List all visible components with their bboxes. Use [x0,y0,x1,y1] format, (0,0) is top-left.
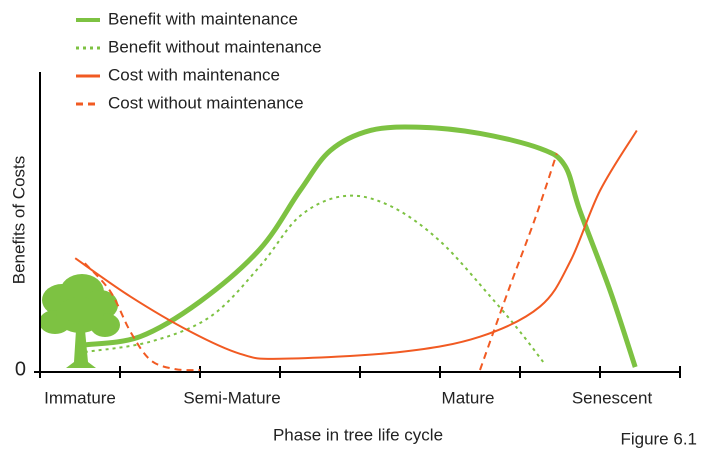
legend-label: Benefit without maintenance [108,37,322,56]
legend-label: Cost without maintenance [108,93,304,112]
tree-icon [39,274,120,368]
x-axis-label: Phase in tree life cycle [273,425,443,444]
y-axis-label: Benefits of Costs [9,156,28,285]
series-line [74,129,638,360]
x-tick-label: Senescent [572,388,653,407]
figure-caption: Figure 6.1 [620,429,697,448]
series-line [84,194,546,365]
legend-label: Cost with maintenance [108,65,280,84]
x-tick-label: Immature [44,388,116,407]
x-tick-label: Semi-Mature [183,388,280,407]
series-line [84,124,638,368]
y-tick-label: 0 [15,358,26,380]
x-tick-label: Mature [442,388,495,407]
minor-ticks [119,366,681,378]
series-line [84,153,558,372]
legend-label: Benefit with maintenance [108,9,298,28]
